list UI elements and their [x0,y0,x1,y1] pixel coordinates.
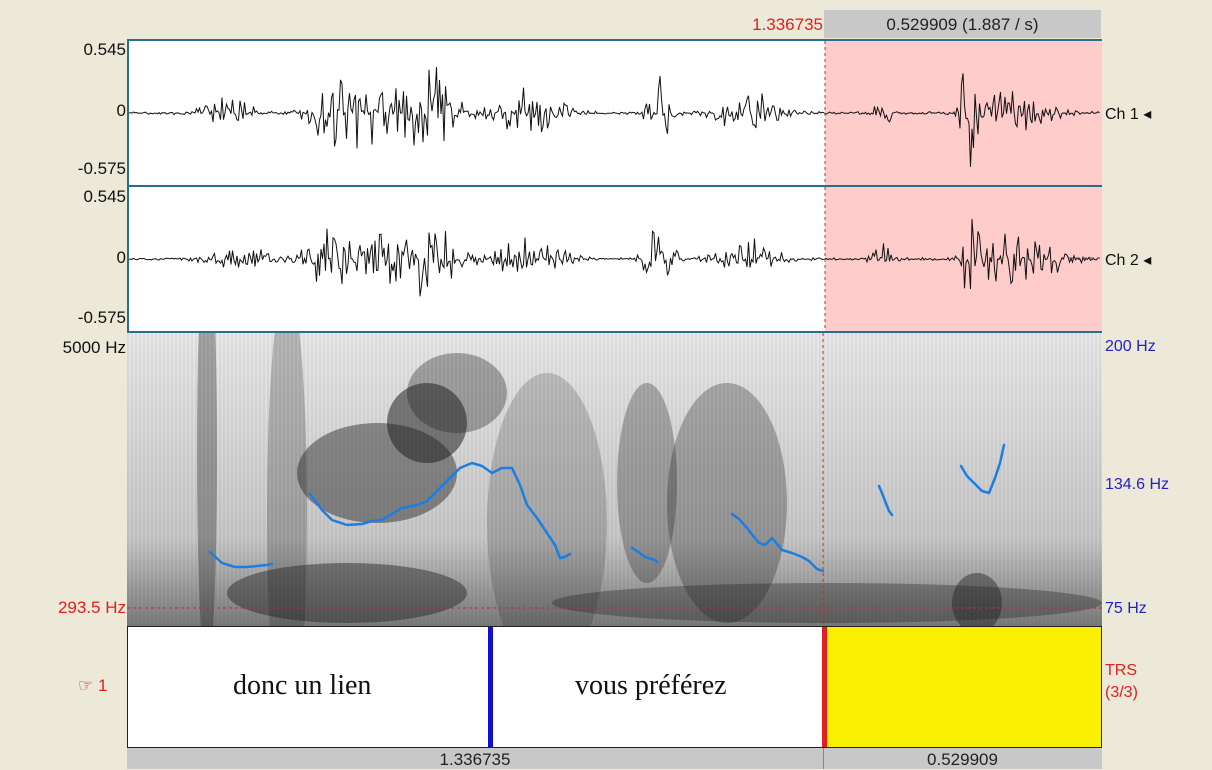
tier-trs[interactable]: donc un lien vous préférez [127,626,1102,748]
interval-2[interactable]: vous préférez [493,627,823,747]
ch2-max-label: 0.545 [83,187,126,206]
ch1-min-label: -0.575 [77,159,126,178]
waveform-ch1-trace [129,41,1100,185]
bottom-right-duration[interactable]: 0.529909 [927,750,998,769]
bottom-left-duration[interactable]: 1.336735 [439,750,511,769]
ch1-name-label: Ch 1 [1105,106,1139,123]
ch2-zero-label: 0 [116,248,126,267]
ch2-mute-icon[interactable]: ◂ [1143,252,1152,269]
pitch-top-label: 200 Hz [1105,338,1156,355]
tier-number[interactable]: ☞ 1 [78,676,107,696]
bottom-duration-bar[interactable] [127,748,1102,769]
ch1-mute-icon[interactable]: ◂ [1143,106,1152,123]
interval-boundary[interactable] [488,627,493,747]
cursor-boundary[interactable] [822,627,827,747]
tier-number-label: 1 [97,676,108,695]
spectrogram-max-freq: 5000 Hz [62,338,126,357]
ch2-name-label: Ch 2 [1105,252,1139,269]
waveform-ch2[interactable] [127,185,1102,333]
tier-index-label: (3/3) [1105,684,1138,701]
ch2-name[interactable]: Ch 2 ◂ [1105,250,1151,270]
waveform-ch2-trace [129,187,1100,331]
spectrogram[interactable] [127,333,1102,626]
interval-1-text: donc un lien [233,670,372,701]
pitch-bottom-label: 75 Hz [1105,600,1147,617]
spectrogram-image [127,333,1102,626]
interval-3-selected[interactable] [827,627,1101,747]
interval-1[interactable]: donc un lien [128,627,490,747]
ch2-min-label: -0.575 [77,308,126,327]
spectrogram-cursor-freq: 293.5 Hz [57,598,126,617]
pointing-hand-icon: ☞ [78,676,94,695]
selection-duration-bar[interactable]: 0.529909 (1.887 / s) [824,10,1101,38]
ch1-zero-label: 0 [116,101,126,120]
tier-name-label: TRS [1105,662,1137,679]
ch1-name[interactable]: Ch 1 ◂ [1105,104,1151,124]
ch1-max-label: 0.545 [83,40,126,59]
tier-name: TRS (3/3) [1105,660,1138,704]
pitch-mid-label: 134.6 Hz [1105,476,1170,493]
selection-start-time: 1.336735 [752,15,823,34]
bottom-divider [823,748,824,769]
waveform-ch1[interactable] [127,39,1102,187]
interval-2-text: vous préférez [575,670,727,701]
